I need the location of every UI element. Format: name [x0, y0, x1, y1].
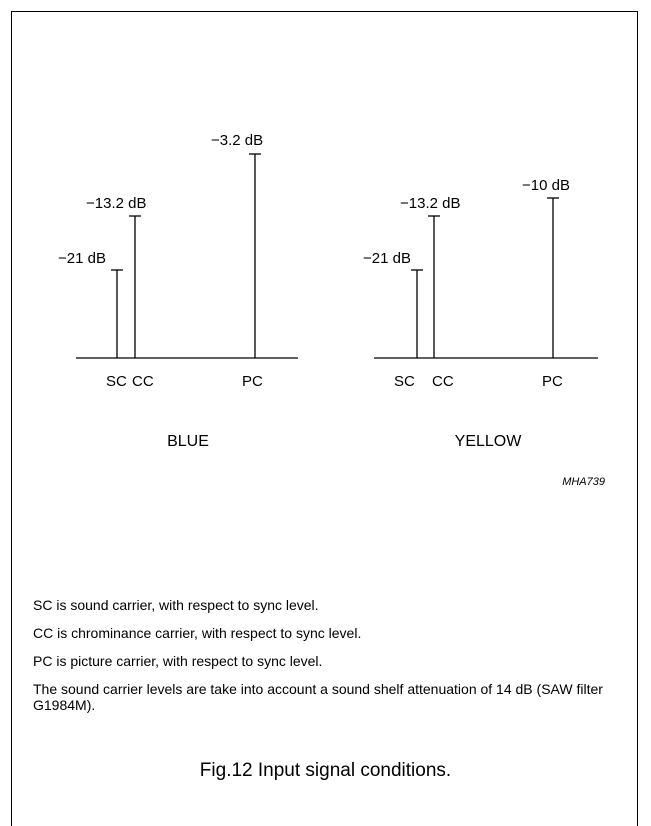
carrier-label-yellow-cc: CC [432, 373, 454, 390]
level-label-blue-sc: −21 dB [58, 250, 106, 267]
carrier-label-yellow-sc: SC [394, 373, 415, 390]
figure-caption: Fig.12 Input signal conditions. [199, 760, 452, 781]
panel-yellow: −21 dB SC −13.2 dB CC −10 dB PC YELLOW [363, 177, 598, 450]
note-sound-shelf-attenuation: The sound carrier levels are take into a… [33, 681, 603, 713]
note-picture-carrier: PC is picture carrier, with respect to s… [33, 653, 323, 669]
level-label-yellow-sc: −21 dB [363, 250, 411, 267]
carrier-label-blue-cc: CC [132, 373, 154, 390]
figure-frame [11, 11, 638, 826]
level-label-blue-pc: −3.2 dB [211, 132, 263, 149]
level-label-blue-cc: −13.2 dB [86, 195, 146, 212]
panel-title-yellow: YELLOW [455, 433, 523, 450]
note-chrominance-carrier: CC is chrominance carrier, with respect … [33, 625, 362, 641]
panel-blue: −21 dB SC −13.2 dB CC −3.2 dB PC BLUE [58, 132, 298, 450]
panel-title-blue: BLUE [167, 433, 209, 450]
note-sound-carrier: SC is sound carrier, with respect to syn… [33, 597, 319, 613]
carrier-label-yellow-pc: PC [542, 373, 563, 390]
level-label-yellow-pc: −10 dB [522, 177, 570, 194]
figure-code: MHA739 [562, 476, 605, 488]
level-label-yellow-cc: −13.2 dB [400, 195, 460, 212]
carrier-label-blue-sc: SC [106, 373, 127, 390]
carrier-label-blue-pc: PC [242, 373, 263, 390]
carrier-level-diagram: −21 dB SC −13.2 dB CC −3.2 dB PC BLUE −2… [58, 132, 605, 488]
